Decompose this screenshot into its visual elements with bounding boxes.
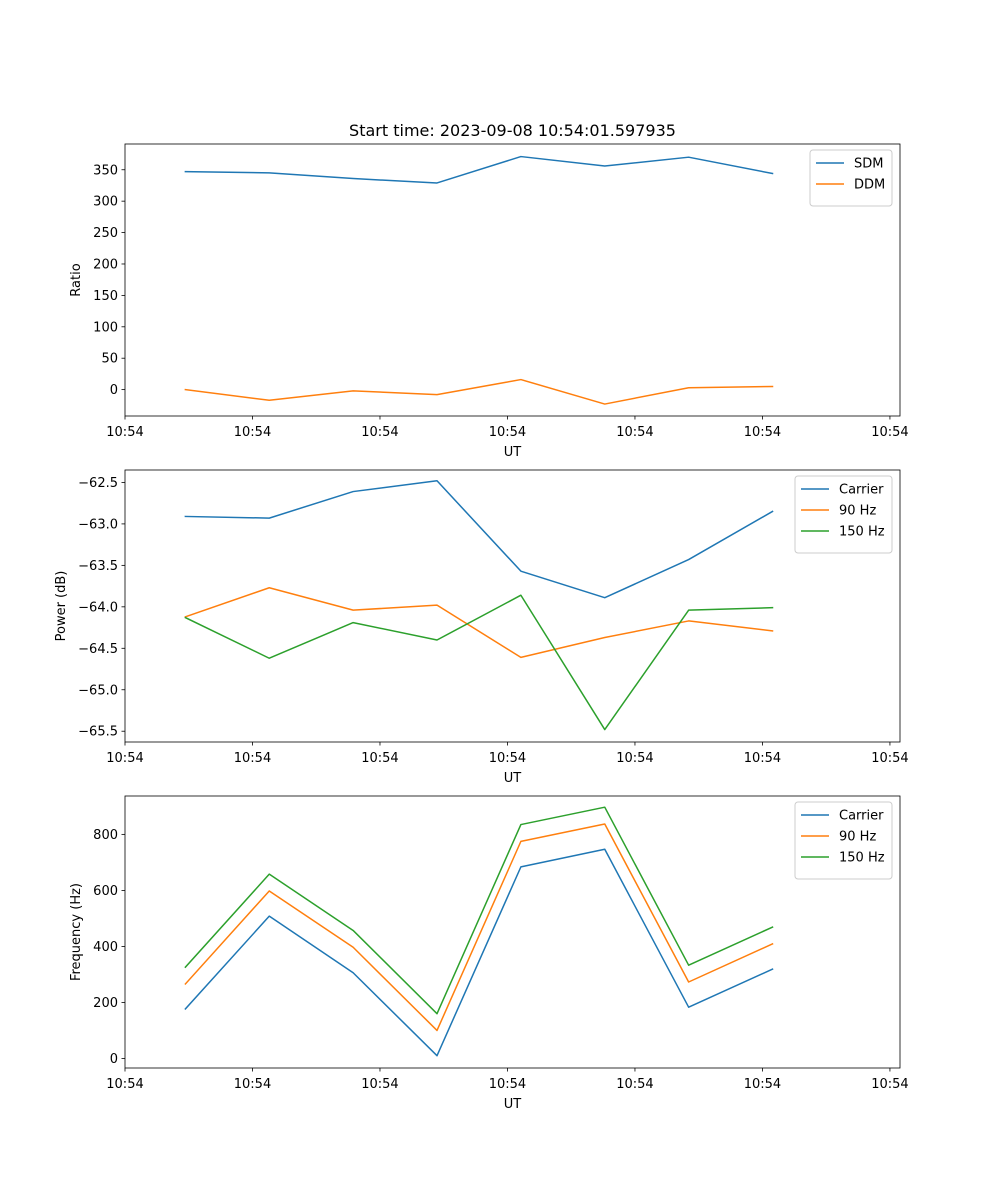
y-tick-label: 300 <box>93 195 118 210</box>
x-tick-label: 10:54 <box>871 425 908 440</box>
axes-frame <box>124 469 901 743</box>
figure-title: Start time: 2023-09-08 10:54:01.597935 <box>349 121 676 140</box>
x-tick-label: 10:54 <box>234 1077 271 1092</box>
y-tick-label: 0 <box>110 383 118 398</box>
x-tick-label: 10:54 <box>234 751 271 766</box>
axes-frame <box>124 795 901 1069</box>
legend-box <box>794 801 893 880</box>
series-line-150-hz <box>184 806 774 1015</box>
y-tick-label: 150 <box>93 289 118 304</box>
chart-panel-2: 10:54 10:54 10:54 10:54 10:54 10:54 10:54 −62.5… <box>54 469 909 786</box>
legend-label: 90 Hz <box>839 504 876 519</box>
y-tick-label: −64.5 <box>78 642 118 657</box>
x-tick-label: 10:54 <box>489 1077 526 1092</box>
y-tick-label: 400 <box>93 940 118 955</box>
x-tick-label: 10:54 <box>744 1077 781 1092</box>
x-axis-label: UT <box>504 1097 522 1112</box>
x-tick-label: 10:54 <box>616 751 653 766</box>
y-tick-label: −65.0 <box>78 683 118 698</box>
x-tick-label: 10:54 <box>744 425 781 440</box>
x-tick-label: 10:54 <box>871 751 908 766</box>
axes-frame <box>124 143 901 417</box>
legend-label: 90 Hz <box>839 830 876 845</box>
legend-label: 150 Hz <box>839 851 885 866</box>
y-tick-label: −64.0 <box>78 600 118 615</box>
y-tick-label: −62.5 <box>78 476 118 491</box>
x-tick-label: 10:54 <box>106 1077 143 1092</box>
series-line-90-hz <box>184 823 774 1032</box>
legend-label: DDM <box>854 178 885 193</box>
y-tick-label: −63.5 <box>78 559 118 574</box>
y-tick-label: 0 <box>110 1052 118 1067</box>
y-tick-label: 350 <box>93 163 118 178</box>
series-line-ddm <box>184 378 774 405</box>
y-tick-label: 50 <box>101 352 118 367</box>
x-axis-label: UT <box>504 445 522 460</box>
x-tick-label: 10:54 <box>106 751 143 766</box>
y-tick-label: 100 <box>93 320 118 335</box>
legend-box <box>809 149 893 207</box>
x-tick-label: 10:54 <box>361 751 398 766</box>
x-tick-label: 10:54 <box>616 1077 653 1092</box>
legend: Carrier 90 Hz 150 Hz <box>794 801 893 880</box>
legend-box <box>794 475 893 554</box>
chart-panel-1: 10:54 10:54 10:54 10:54 10:54 10:54 10:54 0 50 10… <box>69 143 909 460</box>
y-tick-label: −63.0 <box>78 517 118 532</box>
y-tick-label: −65.5 <box>78 725 118 740</box>
y-axis-label: Power (dB) <box>54 571 69 642</box>
x-tick-label: 10:54 <box>871 1077 908 1092</box>
series-line-90-hz <box>184 587 774 659</box>
legend: SDM DDM <box>809 149 893 207</box>
series-line-carrier <box>184 848 774 1057</box>
x-axis-label: UT <box>504 771 522 786</box>
legend: Carrier 90 Hz 150 Hz <box>794 475 893 554</box>
x-tick-label: 10:54 <box>361 425 398 440</box>
y-axis-label: Frequency (Hz) <box>69 883 84 981</box>
legend-label: Carrier <box>839 483 884 498</box>
x-tick-label: 10:54 <box>489 425 526 440</box>
series-line-carrier <box>184 480 774 599</box>
y-tick-label: 200 <box>93 996 118 1011</box>
x-tick-label: 10:54 <box>744 751 781 766</box>
x-tick-label: 10:54 <box>106 425 143 440</box>
legend-label: Carrier <box>839 809 884 824</box>
legend-label: SDM <box>854 157 883 172</box>
y-tick-label: 800 <box>93 828 118 843</box>
x-tick-label: 10:54 <box>616 425 653 440</box>
legend-label: 150 Hz <box>839 525 885 540</box>
y-tick-label: 600 <box>93 884 118 899</box>
series-line-150-hz <box>184 594 774 731</box>
x-tick-label: 10:54 <box>489 751 526 766</box>
y-tick-label: 200 <box>93 257 118 272</box>
x-tick-label: 10:54 <box>234 425 271 440</box>
y-tick-label: 250 <box>93 226 118 241</box>
y-axis-label: Ratio <box>69 263 84 296</box>
series-line-sdm <box>184 155 774 184</box>
x-tick-label: 10:54 <box>361 1077 398 1092</box>
chart-panel-3: 10:54 10:54 10:54 10:54 10:54 10:54 10:54 0 200 4… <box>69 795 909 1112</box>
